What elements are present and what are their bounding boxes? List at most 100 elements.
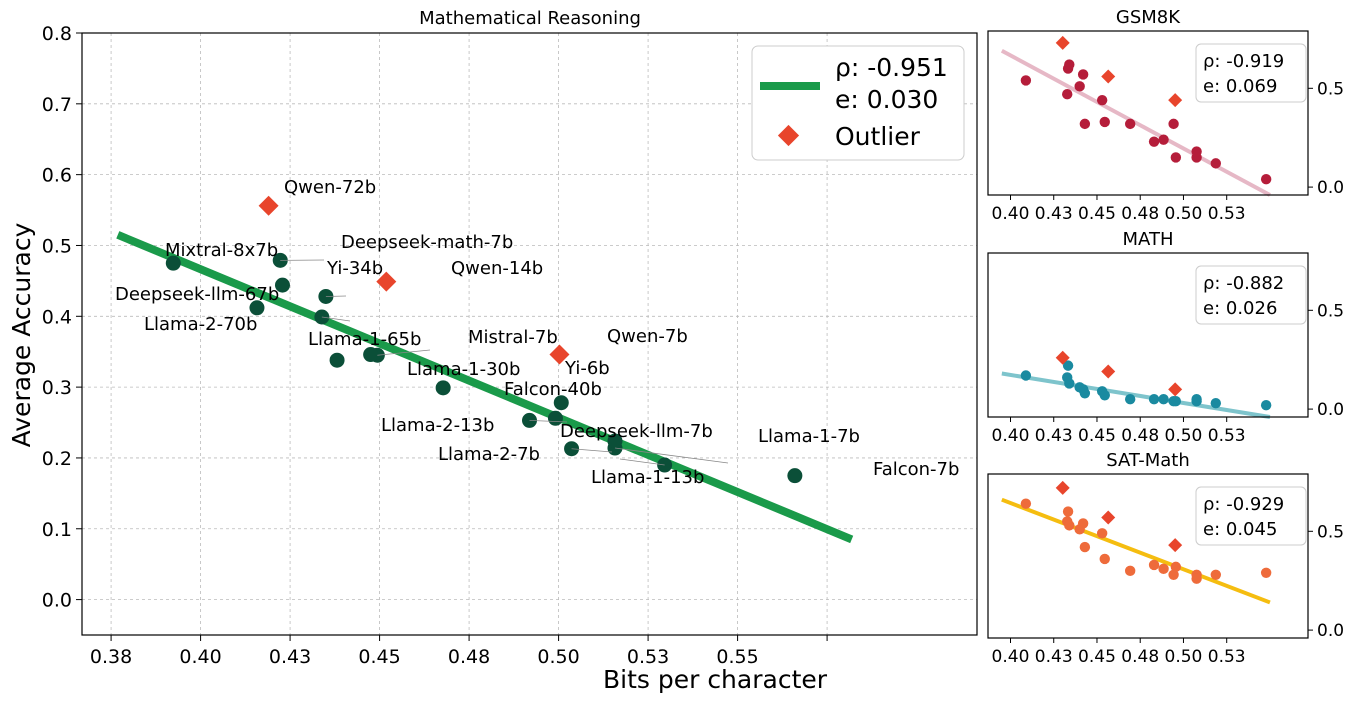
math-legend-rho: ρ: -0.882 [1203, 273, 1284, 294]
math-x-tick-label: 0.53 [1208, 426, 1246, 446]
main-label-leader [614, 447, 729, 464]
main-point-label: Llama-2-13b [381, 415, 494, 436]
main-x-axis-label: Bits per character [603, 665, 828, 694]
sat-math-plot-frame [987, 473, 1309, 639]
gsm8k-data-point [1168, 118, 1179, 130]
math-fit-line [1001, 371, 1271, 419]
gsm8k-x-tick-label: 0.43 [1035, 204, 1073, 224]
main-points [165, 195, 803, 484]
math-data-point [1062, 360, 1074, 371]
main-point-label: Llama-1-7b [758, 426, 860, 447]
sat-math-fit-line [1001, 497, 1271, 605]
math-outlier-point [1168, 382, 1183, 397]
sat-math-data-point [1148, 559, 1160, 571]
math-legend: ρ: -0.882 e: 0.026 [1195, 265, 1307, 325]
sat-math-data-point [1191, 573, 1202, 584]
gsm8k-x-tick-label: 0.45 [1078, 204, 1116, 224]
main-legend-outlier: Outlier [835, 122, 921, 151]
main-point-label: Llama-2-70b [144, 314, 257, 335]
sat-math-data-point [1168, 569, 1179, 580]
math-data-point [1064, 378, 1075, 389]
math-data-point [1099, 390, 1110, 401]
gsm8k-plot-frame [987, 30, 1309, 196]
gsm8k-y-tick-label: 0.5 [1317, 79, 1344, 99]
main-point-label: Deepseek-llm-67b [115, 284, 279, 305]
main-label-leader [619, 458, 665, 466]
main-data-point [165, 255, 181, 271]
main-chart-title: Mathematical Reasoning [419, 8, 641, 29]
main-legend-rho: ρ: -0.951 [835, 53, 948, 82]
main-y-tick-label: 0.2 [42, 448, 72, 470]
sat-math-data-point [1099, 553, 1110, 565]
sat-math-legend-rho: ρ: -0.929 [1203, 494, 1284, 515]
main-data-point [435, 380, 451, 396]
gsm8k-data-point [1158, 134, 1169, 145]
main-y-tick-label: 0.6 [42, 165, 72, 187]
main-ticks: 0.38 0.40 0.43 0.45 0.48 0.50 0.53 0.55 0.0 0.1 0.… [42, 23, 828, 668]
sat-math-data-point [1158, 563, 1169, 575]
main-point-label: Deepseek-llm-7b [560, 421, 713, 442]
main-outlier-point [376, 271, 397, 292]
main-label-leader [529, 420, 568, 423]
main-point-label: Yi-6b [564, 358, 610, 379]
main-point-labels: Mixtral-8x7b Deepseek-math-7b Yi-34b Deepse… [115, 177, 959, 488]
sat-math-x-tick-label: 0.43 [1035, 647, 1073, 667]
math-outlier-point [1055, 350, 1070, 365]
main-y-tick-label: 0.8 [42, 23, 72, 45]
sat-math-legend-error: e: 0.045 [1203, 519, 1277, 540]
sat-math-data-point [1124, 565, 1136, 577]
main-point-label: Llama-1-30b [407, 359, 520, 380]
main-y-tick-label: 0.1 [42, 519, 72, 541]
gsm8k-data-point [1064, 59, 1075, 70]
sat-math-x-tick-label: 0.48 [1121, 647, 1159, 667]
sat-math-x-tick-label: 0.50 [1165, 647, 1203, 667]
sat-math-data-point [1096, 528, 1108, 539]
sat-math-x-tick-label: 0.45 [1078, 647, 1116, 667]
math-data-point [1020, 370, 1032, 381]
math-points [1020, 350, 1272, 411]
gsm8k-data-point [1260, 173, 1272, 185]
math-x-tick-label: 0.40 [992, 426, 1030, 446]
gsm8k-x-tick-label: 0.50 [1165, 204, 1203, 224]
main-point-label: Qwen-7b [607, 326, 688, 347]
sat-math-y-tick-label: 0.0 [1317, 621, 1344, 641]
gsm8k-legend-rho: ρ: -0.919 [1203, 51, 1284, 72]
gsm8k-x-tick-label: 0.40 [992, 204, 1030, 224]
gsm8k-data-point [1210, 158, 1222, 169]
main-point-label: Qwen-72b [284, 177, 376, 198]
math-data-point [1210, 397, 1222, 409]
gsm8k-ticks: 0.40 0.43 0.45 0.48 0.50 0.53 0.0 0.5 [992, 79, 1344, 224]
sat-math-outlier-point [1055, 480, 1070, 495]
gsm8k-data-point [1077, 69, 1089, 80]
gsm8k-data-point [1170, 152, 1182, 163]
sat-math-x-tick-label: 0.40 [992, 647, 1030, 667]
math-outlier-point [1101, 364, 1116, 379]
math-chart: MATH 0.40 0.43 0.45 0.48 0.50 0.53 0.0 0.5 ρ: -… [987, 229, 1344, 446]
sat-math-outlier-point [1101, 510, 1116, 525]
main-y-tick-label: 0.7 [42, 94, 72, 116]
gsm8k-data-point [1124, 118, 1136, 130]
main-legend-box [751, 45, 965, 161]
math-x-tick-label: 0.50 [1165, 426, 1203, 446]
gsm8k-legend-error: e: 0.069 [1203, 76, 1277, 97]
main-legend-error: e: 0.030 [835, 85, 938, 114]
sat-math-data-point [1062, 506, 1074, 517]
math-data-point [1079, 388, 1091, 399]
sat-math-outlier-point [1168, 538, 1183, 553]
main-label-leader [571, 448, 613, 453]
math-x-tick-label: 0.45 [1078, 426, 1116, 446]
main-data-point [329, 352, 345, 368]
math-x-tick-label: 0.48 [1121, 426, 1159, 446]
gsm8k-data-point [1191, 146, 1202, 157]
math-data-point [1158, 394, 1169, 405]
main-plot-frame [81, 32, 978, 636]
sat-math-data-point [1170, 561, 1182, 573]
gsm8k-data-point [1074, 81, 1085, 92]
sat-math-data-point [1020, 498, 1032, 509]
main-x-tick-label: 0.45 [358, 646, 400, 668]
main-x-tick-label: 0.43 [269, 646, 311, 668]
sat-math-data-point [1079, 541, 1091, 553]
sat-math-data-point [1077, 518, 1089, 529]
math-data-point [1260, 399, 1272, 411]
